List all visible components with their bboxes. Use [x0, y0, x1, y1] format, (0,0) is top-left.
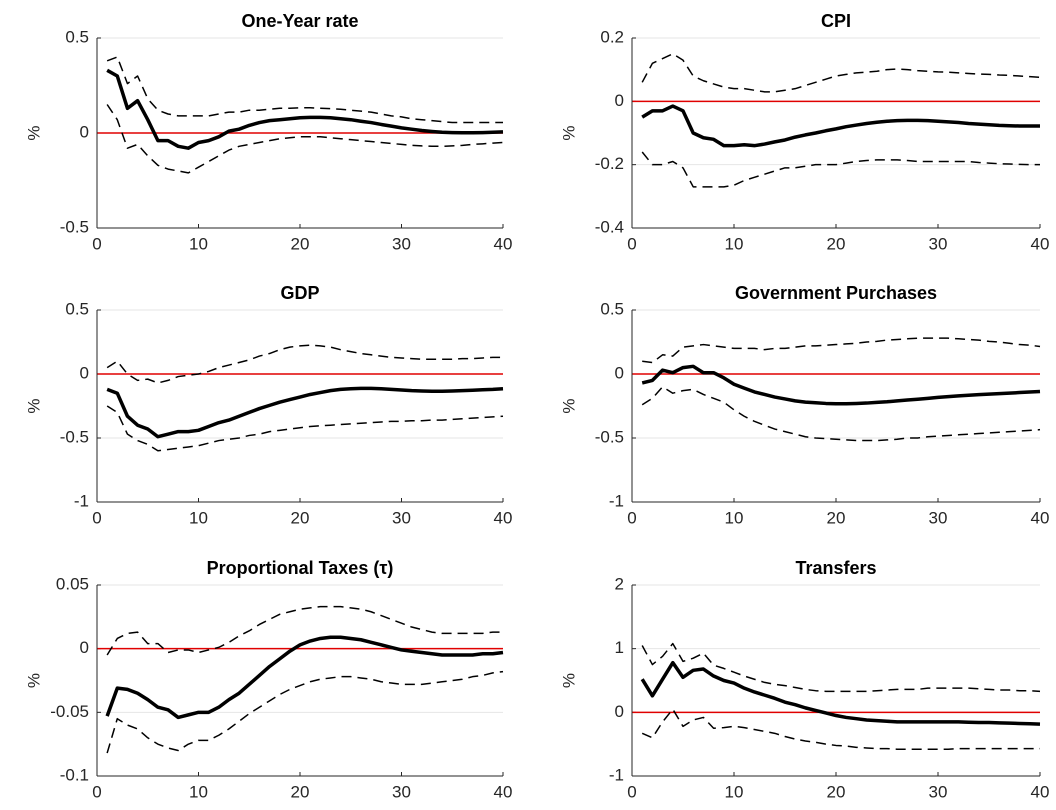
y-axis-label: %: [559, 673, 578, 688]
band-line: [106, 344, 503, 384]
y-axis-label: %: [24, 125, 43, 140]
y-axis-label: %: [24, 673, 43, 688]
band-line: [106, 56, 503, 124]
y-tick-label: -1: [74, 491, 89, 510]
y-tick-label: -0.5: [60, 217, 89, 236]
x-tick-label: 0: [627, 782, 636, 801]
x-tick-label: 0: [92, 234, 101, 253]
y-tick-label: -1: [609, 491, 624, 510]
median-line: [641, 364, 1041, 406]
x-tick-label: 20: [827, 782, 846, 801]
y-tick-label: 0: [80, 122, 89, 141]
x-tick-label: 40: [1031, 782, 1050, 801]
x-tick-label: 10: [725, 782, 744, 801]
band-line: [641, 151, 1040, 188]
median-line: [105, 635, 504, 720]
x-tick-label: 40: [494, 782, 513, 801]
x-tick-label: 0: [627, 508, 636, 527]
median-line: [640, 660, 1041, 726]
x-tick-label: 30: [929, 508, 948, 527]
x-tick-label: 10: [725, 508, 744, 527]
y-tick-label: 0: [80, 638, 89, 657]
median-line: [641, 104, 1040, 148]
y-tick-label: 0.5: [600, 299, 624, 318]
x-tick-label: 0: [627, 234, 636, 253]
y-tick-label: 0: [615, 91, 624, 110]
x-tick-label: 40: [1031, 234, 1050, 253]
x-tick-label: 10: [189, 234, 208, 253]
y-tick-label: -0.4: [595, 217, 624, 236]
y-tick-label: -0.5: [595, 427, 624, 446]
chart-title: CPI: [821, 11, 851, 31]
band-line: [641, 53, 1041, 93]
band-line: [641, 642, 1041, 693]
chart-title: Transfers: [795, 558, 876, 578]
x-tick-label: 40: [1031, 508, 1050, 527]
x-tick-label: 30: [392, 508, 411, 527]
x-tick-label: 30: [392, 234, 411, 253]
y-tick-label: 2: [615, 574, 624, 593]
x-tick-label: 20: [291, 782, 310, 801]
chart-title: One-Year rate: [241, 11, 358, 31]
y-tick-label: 0: [615, 702, 624, 721]
x-tick-label: 20: [827, 234, 846, 253]
y-tick-label: 1: [615, 638, 624, 657]
y-tick-label: -0.1: [60, 765, 89, 784]
x-tick-label: 40: [494, 234, 513, 253]
x-tick-label: 30: [929, 782, 948, 801]
y-tick-label: -0.5: [60, 427, 89, 446]
chart-title: Government Purchases: [735, 283, 937, 303]
band-line: [106, 405, 504, 452]
y-tick-label: 0.5: [65, 299, 89, 318]
x-tick-label: 0: [92, 508, 101, 527]
x-tick-label: 30: [392, 782, 411, 801]
median-line: [106, 68, 504, 150]
y-axis-label: %: [559, 398, 578, 413]
x-tick-label: 20: [291, 508, 310, 527]
band-line: [106, 670, 504, 754]
x-tick-label: 40: [494, 508, 513, 527]
x-tick-label: 10: [189, 508, 208, 527]
chart-title: Proportional Taxes (τ): [207, 558, 394, 578]
y-axis-label: %: [559, 125, 578, 140]
y-tick-label: 0: [80, 363, 89, 382]
y-tick-label: 0.2: [600, 27, 624, 46]
band-line: [642, 337, 1041, 364]
x-tick-label: 20: [291, 234, 310, 253]
x-tick-label: 30: [929, 234, 948, 253]
median-line: [106, 386, 504, 439]
y-tick-label: 0: [615, 363, 624, 382]
band-line: [106, 605, 503, 656]
y-tick-label: -1: [609, 765, 624, 784]
y-tick-label: -0.2: [595, 154, 624, 173]
y-tick-label: -0.05: [50, 702, 89, 721]
x-tick-label: 10: [725, 234, 744, 253]
band-line: [106, 104, 504, 174]
band-line: [641, 708, 1040, 751]
y-tick-label: 0.05: [56, 574, 89, 593]
x-tick-label: 20: [827, 508, 846, 527]
chart-title: GDP: [280, 283, 319, 303]
x-tick-label: 10: [189, 782, 208, 801]
y-tick-label: 0.5: [65, 27, 89, 46]
y-axis-label: %: [24, 398, 43, 413]
x-tick-label: 0: [92, 782, 101, 801]
